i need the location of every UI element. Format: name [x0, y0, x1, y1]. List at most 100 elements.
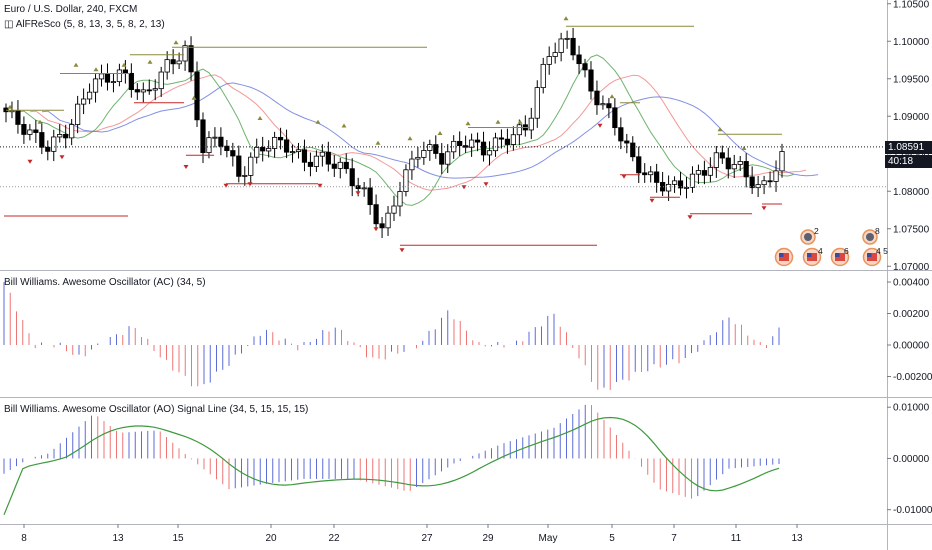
candle — [242, 174, 248, 177]
us-flag-icon — [835, 253, 840, 257]
candle — [689, 173, 696, 188]
candle — [630, 142, 636, 158]
candle — [122, 69, 128, 74]
fractal-up-marker — [407, 136, 413, 141]
fractal-down-marker — [247, 182, 253, 187]
candle — [272, 136, 278, 149]
candle — [307, 161, 314, 167]
candle — [660, 182, 666, 192]
price-tick-label: 1.07500 — [893, 224, 930, 235]
candle — [182, 45, 188, 62]
candle — [27, 129, 33, 135]
fractal-up-marker — [93, 67, 99, 72]
candle — [516, 124, 522, 136]
candle — [248, 156, 254, 176]
event-badge-label: 6 — [844, 246, 849, 256]
ao-tick-label: -0.01000 — [893, 505, 932, 516]
candle — [188, 45, 194, 73]
candle — [677, 180, 684, 189]
candle — [498, 137, 505, 140]
candle — [206, 137, 212, 154]
fractal-up-marker — [609, 94, 615, 99]
candle — [110, 81, 117, 84]
candle — [349, 168, 355, 187]
candle — [128, 72, 134, 91]
fractal-down-marker — [761, 206, 767, 211]
candle — [445, 151, 451, 165]
fractal-down-marker — [373, 227, 379, 232]
candle — [761, 180, 767, 186]
candle — [45, 146, 51, 152]
candle — [260, 146, 266, 152]
candle — [277, 136, 284, 141]
time-tick-label: 11 — [731, 533, 742, 544]
candle — [367, 187, 373, 206]
candle — [254, 146, 260, 158]
candle — [725, 157, 731, 170]
fractal-up-marker — [147, 59, 153, 64]
us-flag-icon — [835, 253, 845, 261]
candle — [104, 73, 111, 83]
price-tick-label: 1.09000 — [893, 112, 930, 123]
candle — [385, 212, 391, 229]
candle — [289, 151, 296, 153]
candle — [295, 149, 302, 152]
candle — [409, 158, 415, 171]
candle — [749, 176, 755, 189]
time-tick-label: 15 — [172, 533, 184, 544]
candle — [600, 103, 606, 106]
candle — [486, 150, 493, 156]
candle — [313, 155, 320, 167]
candle — [63, 134, 69, 139]
fractal-up-marker — [465, 121, 471, 126]
us-flag-icon — [867, 253, 872, 257]
fractal-up-marker — [717, 127, 723, 132]
candle — [606, 103, 612, 109]
time-tick-label: 29 — [482, 533, 494, 544]
candle — [648, 171, 654, 176]
fractal-up-marker — [37, 119, 43, 124]
bar-timer-tag: 40:18 — [885, 155, 932, 168]
candle — [588, 69, 594, 92]
indicator-icon: ◫ — [4, 19, 14, 30]
fractal-up-marker — [257, 116, 263, 120]
fractal-up-marker — [173, 40, 179, 45]
candle — [170, 59, 176, 65]
fractal-down-marker — [355, 191, 361, 196]
ao-tick-label: 0.01000 — [893, 403, 930, 414]
time-tick-label: 8 — [21, 533, 27, 544]
candle — [301, 149, 308, 163]
candle — [642, 172, 648, 176]
candle — [731, 164, 737, 170]
ao-tick-label: 0.00000 — [893, 454, 930, 465]
us-flag-icon — [867, 253, 877, 261]
chart-title: Euro / U.S. Dollar, 240, FXCM — [4, 4, 138, 15]
candle — [552, 52, 558, 57]
candle — [534, 87, 540, 119]
fractal-up-marker — [73, 62, 79, 67]
event-badge-label: 4 — [818, 246, 823, 256]
candle — [755, 184, 761, 189]
candle — [194, 71, 200, 121]
fractal-up-marker — [121, 62, 127, 67]
moving-average-line — [17, 54, 795, 206]
candle — [618, 127, 624, 142]
candle — [164, 59, 170, 73]
candle — [474, 139, 481, 143]
fractal-down-marker — [183, 165, 189, 169]
candle — [468, 139, 475, 148]
candle — [140, 89, 146, 93]
candle — [695, 170, 702, 175]
candle — [283, 139, 290, 153]
ao-signal-line — [3, 416, 780, 516]
ac-tick-label: 0.00400 — [893, 278, 930, 289]
candle — [343, 161, 349, 170]
candle — [427, 144, 433, 151]
candle — [176, 60, 182, 65]
ac-tick-label: 0.00200 — [893, 309, 930, 320]
candle — [86, 91, 93, 100]
candle — [224, 145, 230, 151]
us-flag-icon — [779, 253, 784, 257]
candle — [492, 137, 499, 152]
